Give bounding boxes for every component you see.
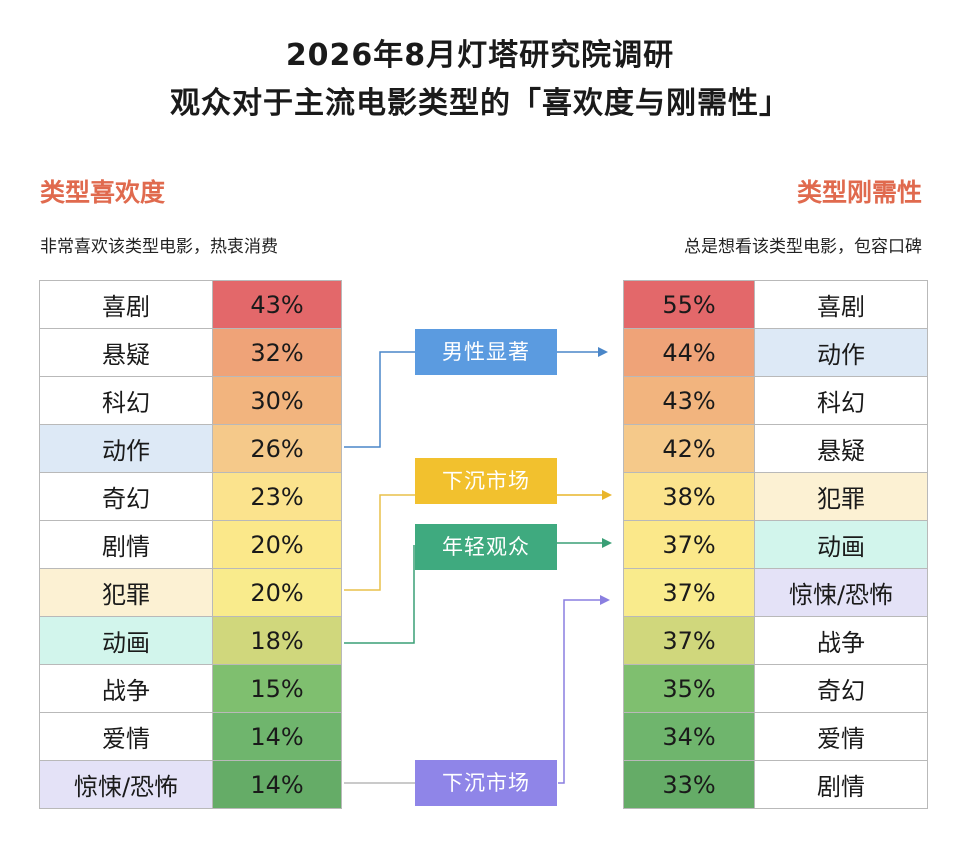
genre-name: 犯罪 xyxy=(39,568,213,617)
connector-action xyxy=(344,351,415,448)
title-line-2: 观众对于主流电影类型的「喜欢度与刚需性」 xyxy=(170,86,790,121)
preference-row: 战争 15% xyxy=(39,664,342,713)
genre-name: 犯罪 xyxy=(754,472,928,521)
preference-percent: 14% xyxy=(212,712,342,761)
genre-name: 奇幻 xyxy=(754,664,928,713)
necessity-row: 33% 剧情 xyxy=(623,760,928,809)
preference-percent: 30% xyxy=(212,376,342,425)
necessity-row: 43% 科幻 xyxy=(623,376,928,425)
preference-row: 科幻 30% xyxy=(39,376,342,425)
necessity-row: 37% 惊悚/恐怖 xyxy=(623,568,928,617)
preference-percent: 14% xyxy=(212,760,342,809)
necessity-percent: 55% xyxy=(623,280,755,329)
right-subheading: 总是想看该类型电影，包容口碑 xyxy=(684,237,922,257)
connector-animation xyxy=(344,545,415,644)
preference-percent: 20% xyxy=(212,568,342,617)
preference-row: 犯罪 20% xyxy=(39,568,342,617)
necessity-percent: 34% xyxy=(623,712,755,761)
necessity-percent: 42% xyxy=(623,424,755,473)
preference-row: 动画 18% xyxy=(39,616,342,665)
tag-young-audience: 年轻观众 xyxy=(415,524,557,570)
preference-percent: 18% xyxy=(212,616,342,665)
left-heading: 类型喜欢度 xyxy=(40,178,166,207)
genre-name: 动画 xyxy=(754,520,928,569)
arrow-horror xyxy=(558,595,610,784)
genre-name: 惊悚/恐怖 xyxy=(39,760,213,809)
preference-percent: 15% xyxy=(212,664,342,713)
necessity-row: 37% 动画 xyxy=(623,520,928,569)
necessity-percent: 38% xyxy=(623,472,755,521)
tag-lower-tier-market-2: 下沉市场 xyxy=(415,760,557,806)
preference-percent: 20% xyxy=(212,520,342,569)
tag-male: 男性显著 xyxy=(415,329,557,375)
genre-name: 悬疑 xyxy=(39,328,213,377)
preference-row: 奇幻 23% xyxy=(39,472,342,521)
necessity-table: 55% 喜剧 44% 动作 43% 科幻 42% 悬疑 38% 犯罪 37% 动画 37% 惊悚/恐怖 37… xyxy=(623,280,928,809)
genre-name: 动画 xyxy=(39,616,213,665)
necessity-row: 35% 奇幻 xyxy=(623,664,928,713)
genre-name: 战争 xyxy=(39,664,213,713)
genre-name: 惊悚/恐怖 xyxy=(754,568,928,617)
necessity-percent: 37% xyxy=(623,568,755,617)
preference-row: 剧情 20% xyxy=(39,520,342,569)
preference-percent: 32% xyxy=(212,328,342,377)
preference-percent: 26% xyxy=(212,424,342,473)
genre-name: 战争 xyxy=(754,616,928,665)
connector-crime xyxy=(344,494,415,591)
tag-lower-tier-market: 下沉市场 xyxy=(415,458,557,504)
genre-name: 喜剧 xyxy=(39,280,213,329)
genre-name: 剧情 xyxy=(754,760,928,809)
genre-name: 喜剧 xyxy=(754,280,928,329)
necessity-row: 42% 悬疑 xyxy=(623,424,928,473)
necessity-percent: 44% xyxy=(623,328,755,377)
left-subheading: 非常喜欢该类型电影，热衷消费 xyxy=(40,237,278,257)
necessity-percent: 43% xyxy=(623,376,755,425)
preference-row: 爱情 14% xyxy=(39,712,342,761)
preference-percent: 23% xyxy=(212,472,342,521)
preference-row: 悬疑 32% xyxy=(39,328,342,377)
necessity-row: 38% 犯罪 xyxy=(623,472,928,521)
genre-name: 动作 xyxy=(39,424,213,473)
necessity-row: 55% 喜剧 xyxy=(623,280,928,329)
preference-row: 喜剧 43% xyxy=(39,280,342,329)
preference-row: 动作 26% xyxy=(39,424,342,473)
preference-row: 惊悚/恐怖 14% xyxy=(39,760,342,809)
right-heading: 类型刚需性 xyxy=(796,178,922,207)
necessity-percent: 35% xyxy=(623,664,755,713)
preference-percent: 43% xyxy=(212,280,342,329)
necessity-percent: 37% xyxy=(623,616,755,665)
necessity-row: 34% 爱情 xyxy=(623,712,928,761)
genre-name: 奇幻 xyxy=(39,472,213,521)
genre-name: 科幻 xyxy=(754,376,928,425)
title-line-1: 2026年8月灯塔研究院调研 xyxy=(285,38,675,73)
necessity-row: 37% 战争 xyxy=(623,616,928,665)
necessity-percent: 33% xyxy=(623,760,755,809)
preference-table: 喜剧 43% 悬疑 32% 科幻 30% 动作 26% 奇幻 23% 剧情 20% 犯罪 20% 动画 18%… xyxy=(39,280,342,809)
